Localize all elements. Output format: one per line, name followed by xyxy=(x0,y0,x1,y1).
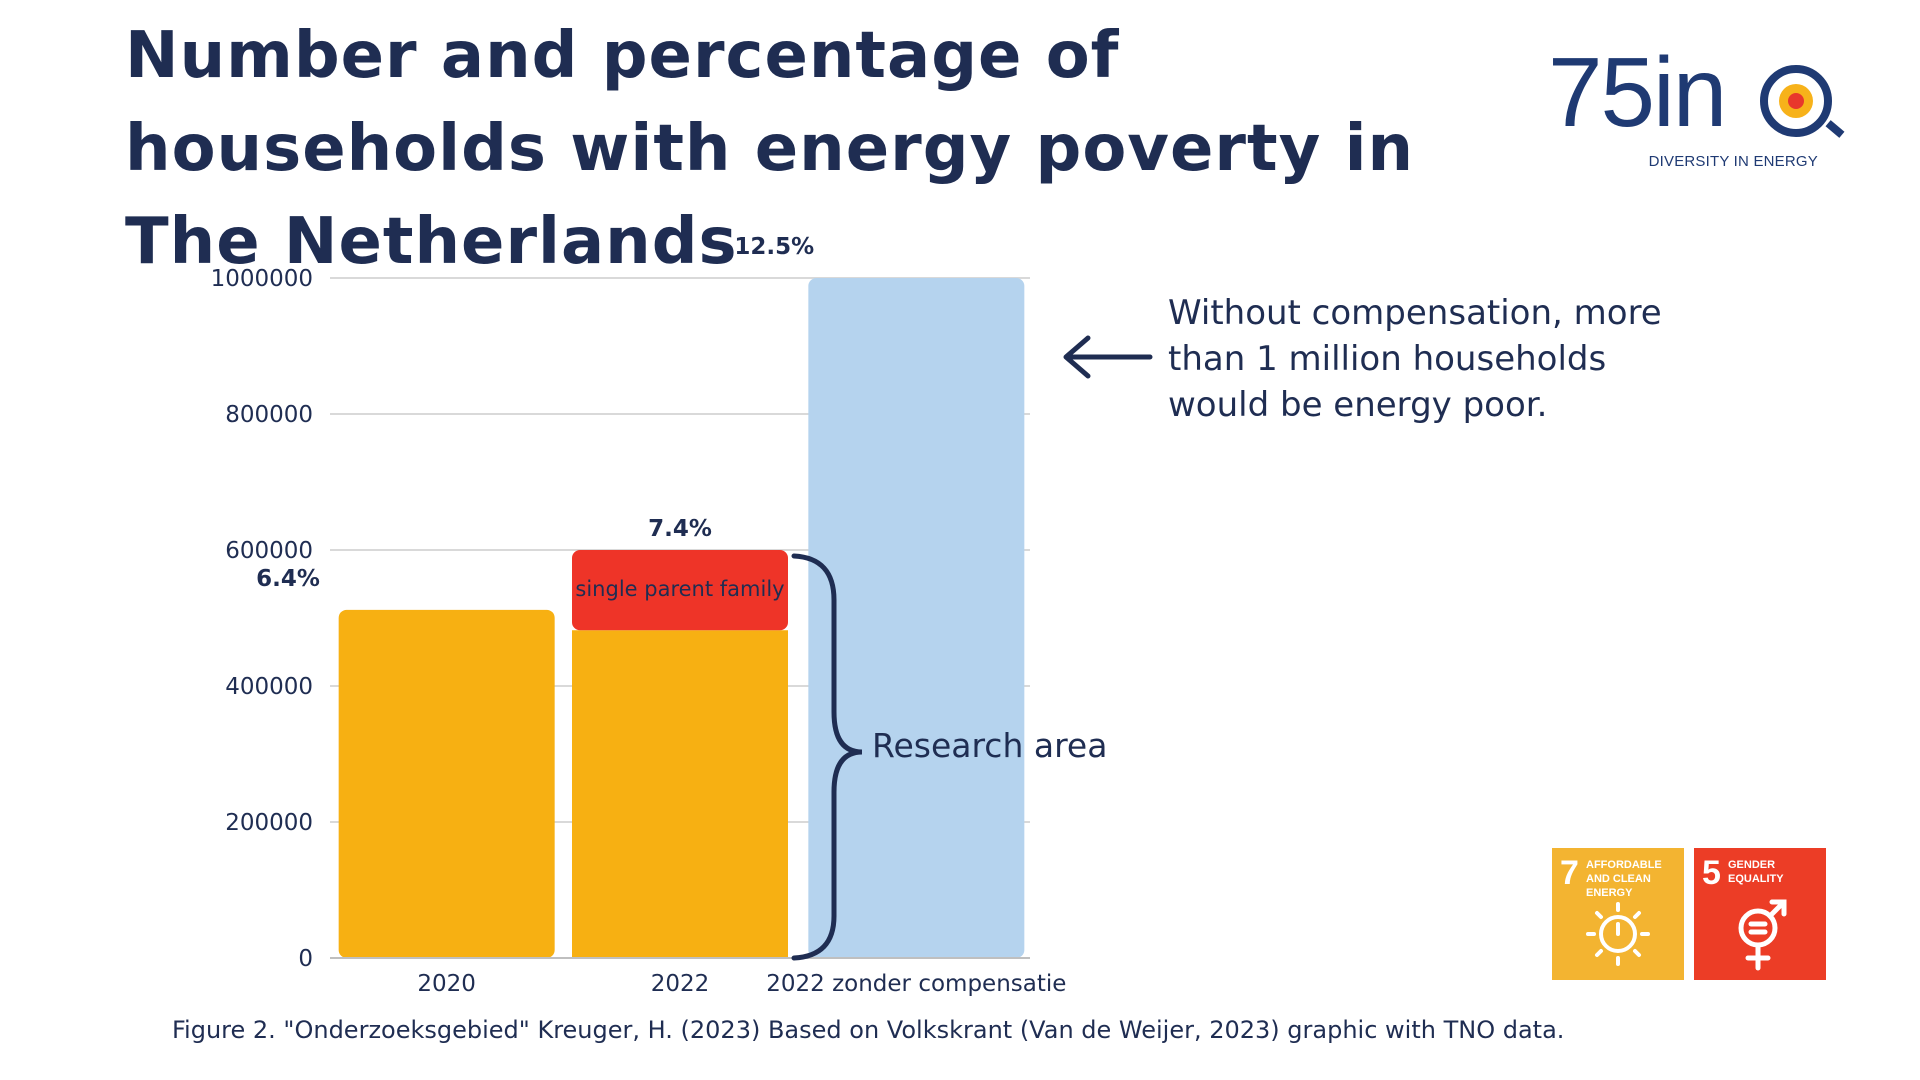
annotation-text: Without compensation, more than 1 millio… xyxy=(1168,293,1662,425)
arrow-head xyxy=(1063,335,1091,379)
y-tick-label: 0 xyxy=(298,946,313,972)
x-tick-label: 2022 zonder compensatie xyxy=(766,971,1066,997)
logo-mark: 75in xyxy=(1548,37,1727,147)
y-tick-label: 1000000 xyxy=(211,266,313,292)
sdg7-badge: 7 AFFORDABLE AND CLEAN ENERGY xyxy=(1552,848,1684,980)
single-parent-label: single parent family xyxy=(575,577,784,601)
bar-households-1 xyxy=(572,630,788,958)
chart-title: Number and percentage of households with… xyxy=(125,19,1415,279)
logo-tagline: DIVERSITY IN ENERGY xyxy=(1648,153,1818,170)
percent-label: 7.4% xyxy=(648,516,712,542)
research-area-brace xyxy=(791,553,863,961)
x-tick-label: 2022 xyxy=(651,971,710,997)
y-tick-label: 600000 xyxy=(225,538,313,564)
sdg5-number: 5 xyxy=(1702,854,1721,892)
percent-label: 6.4% xyxy=(256,566,320,592)
75inq-logo: 75in DIVERSITY IN ENERGY xyxy=(1548,43,1845,175)
x-tick-label: 2020 xyxy=(417,971,476,997)
bar-single-parent-1 xyxy=(572,550,788,631)
sdg5-badge: 5 GENDER EQUALITY xyxy=(1694,848,1826,980)
y-tick-label: 200000 xyxy=(225,810,313,836)
figure-caption: Figure 2. "Onderzoeksgebied" Kreuger, H.… xyxy=(172,1016,1565,1044)
bar-households-0 xyxy=(338,609,555,958)
gender-equality-icon xyxy=(1738,899,1787,971)
sdg7-number: 7 xyxy=(1560,854,1579,892)
sdg5-label: GENDER EQUALITY xyxy=(1728,859,1784,885)
logo-q-icon xyxy=(1760,65,1845,138)
sdg7-label: AFFORDABLE AND CLEAN ENERGY xyxy=(1586,859,1662,899)
y-tick-label: 800000 xyxy=(225,402,313,428)
y-tick-label: 400000 xyxy=(225,674,313,700)
research-area-label: Research area xyxy=(872,726,1108,765)
sun-power-icon xyxy=(1586,902,1650,966)
percent-label: 12.5% xyxy=(734,234,814,260)
bar-households-2 xyxy=(808,278,1025,958)
